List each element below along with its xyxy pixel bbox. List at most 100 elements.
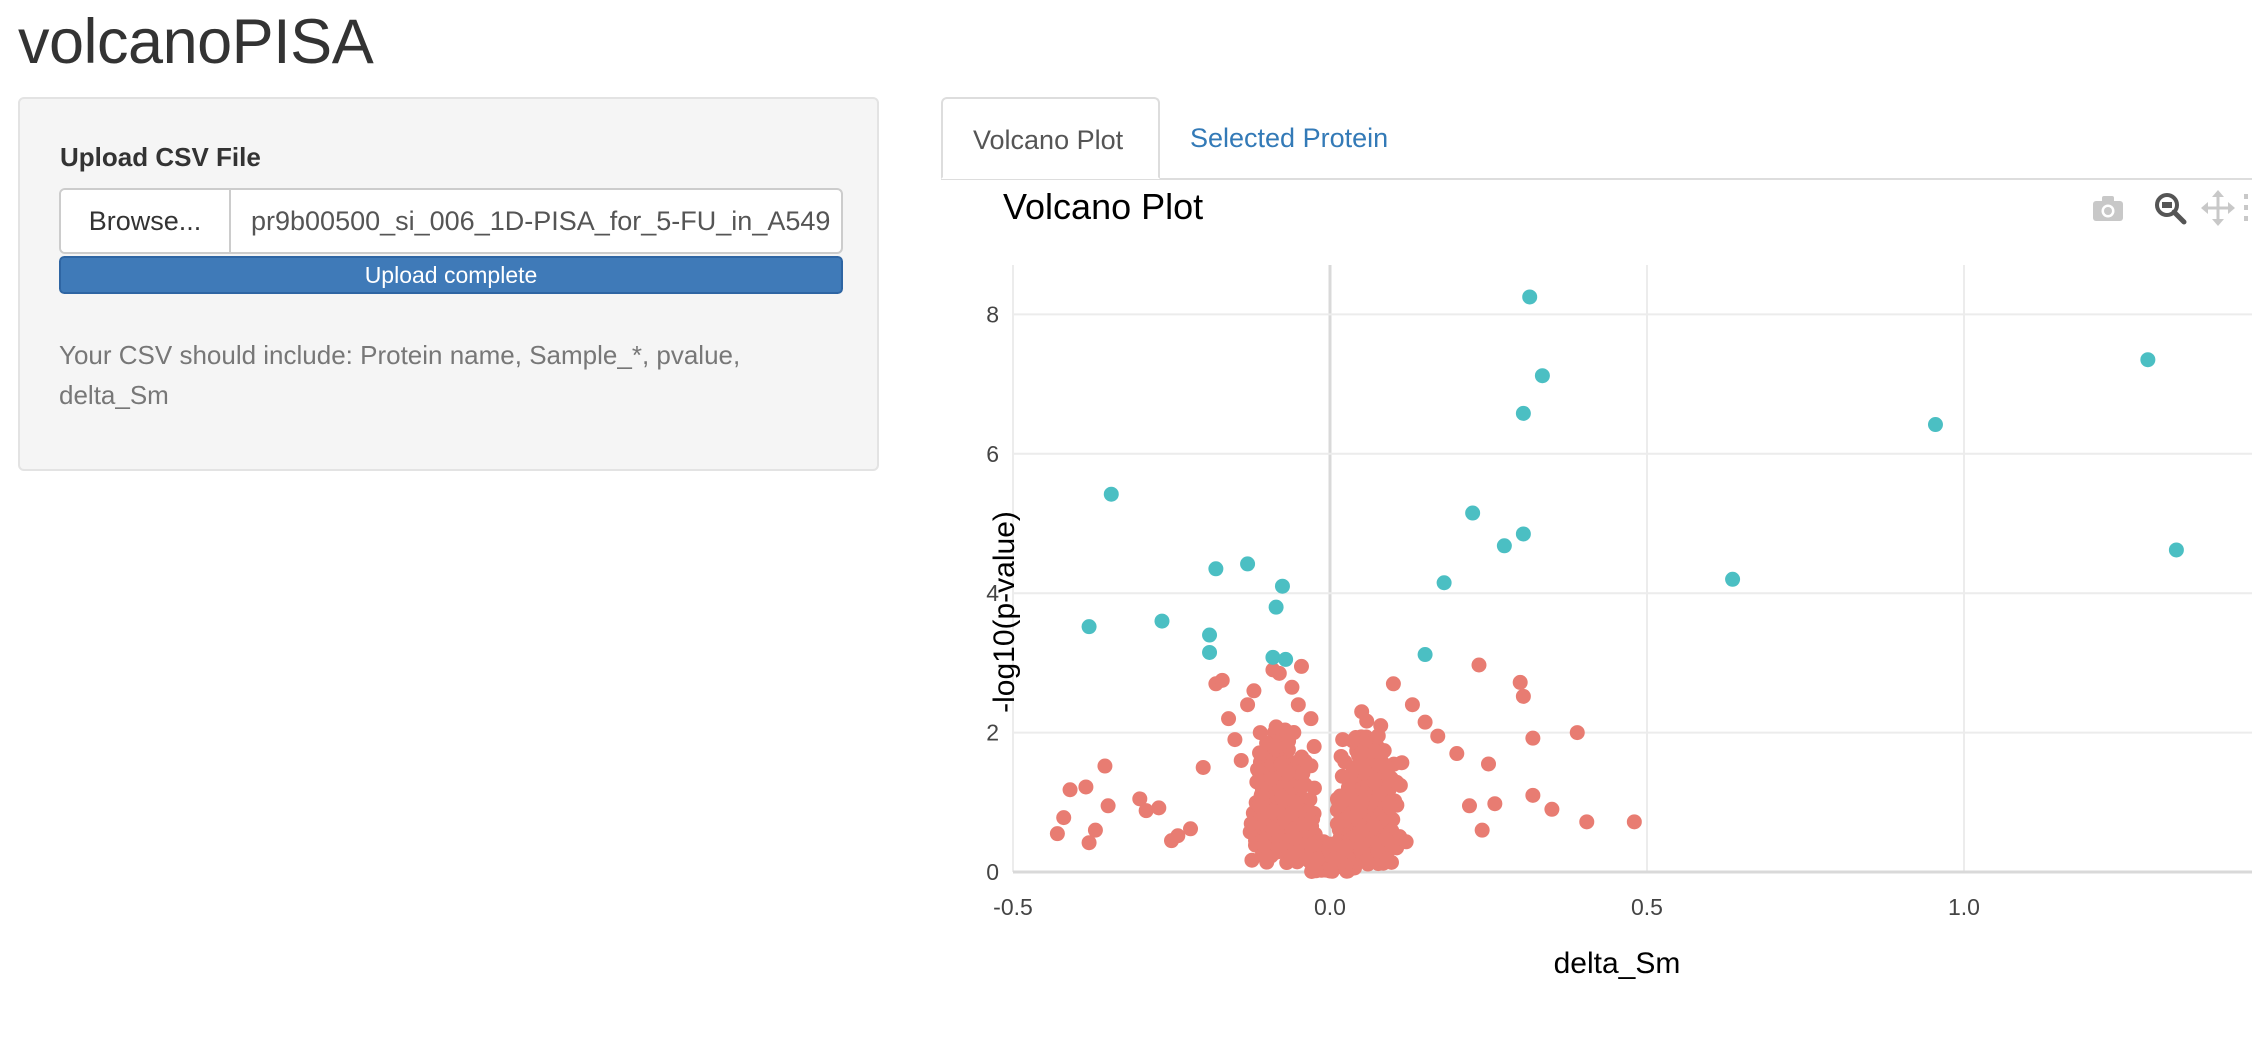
point-nonsignificant[interactable]: [1250, 761, 1266, 777]
point-significant[interactable]: [1496, 538, 1512, 554]
point-nonsignificant[interactable]: [1183, 821, 1199, 837]
point-nonsignificant[interactable]: [1062, 782, 1078, 798]
point-nonsignificant[interactable]: [1293, 658, 1309, 674]
point-significant[interactable]: [1274, 578, 1290, 594]
point-nonsignificant[interactable]: [1268, 719, 1284, 735]
point-significant[interactable]: [1208, 561, 1224, 577]
point-significant[interactable]: [1103, 486, 1119, 502]
point-nonsignificant[interactable]: [1081, 835, 1097, 851]
point-nonsignificant[interactable]: [1266, 740, 1282, 756]
point-nonsignificant[interactable]: [1389, 774, 1405, 790]
point-nonsignificant[interactable]: [1354, 704, 1370, 720]
point-nonsignificant[interactable]: [1354, 756, 1370, 772]
point-nonsignificant[interactable]: [1284, 806, 1300, 822]
point-nonsignificant[interactable]: [1338, 839, 1354, 855]
point-nonsignificant[interactable]: [1056, 810, 1072, 826]
point-nonsignificant[interactable]: [1170, 828, 1186, 844]
point-nonsignificant[interactable]: [1151, 800, 1167, 816]
point-significant[interactable]: [1417, 647, 1433, 663]
point-significant[interactable]: [1515, 526, 1531, 542]
point-nonsignificant[interactable]: [1449, 746, 1465, 762]
point-nonsignificant[interactable]: [1271, 665, 1287, 681]
point-nonsignificant[interactable]: [1246, 683, 1262, 699]
point-nonsignificant[interactable]: [1283, 848, 1299, 864]
point-nonsignificant[interactable]: [1354, 794, 1370, 810]
point-nonsignificant[interactable]: [1221, 711, 1237, 727]
point-nonsignificant[interactable]: [1569, 725, 1585, 741]
point-nonsignificant[interactable]: [1287, 830, 1303, 846]
point-nonsignificant[interactable]: [1379, 851, 1395, 867]
point-significant[interactable]: [1265, 649, 1281, 665]
point-nonsignificant[interactable]: [1334, 768, 1350, 784]
point-nonsignificant[interactable]: [1100, 798, 1116, 814]
point-nonsignificant[interactable]: [1385, 676, 1401, 692]
point-nonsignificant[interactable]: [1404, 697, 1420, 713]
point-nonsignificant[interactable]: [1326, 851, 1342, 867]
point-significant[interactable]: [1534, 368, 1550, 384]
point-nonsignificant[interactable]: [1342, 790, 1358, 806]
point-nonsignificant[interactable]: [1378, 831, 1394, 847]
point-nonsignificant[interactable]: [1352, 840, 1368, 856]
point-significant[interactable]: [1465, 505, 1481, 521]
point-significant[interactable]: [2168, 542, 2184, 558]
point-nonsignificant[interactable]: [1394, 755, 1410, 771]
point-nonsignificant[interactable]: [1252, 745, 1268, 761]
point-nonsignificant[interactable]: [1290, 697, 1306, 713]
point-nonsignificant[interactable]: [1474, 822, 1490, 838]
point-nonsignificant[interactable]: [1303, 711, 1319, 727]
file-input[interactable]: Browse... pr9b00500_si_006_1D-PISA_for_5…: [59, 188, 843, 254]
point-significant[interactable]: [1202, 644, 1218, 660]
browse-button[interactable]: Browse...: [61, 190, 231, 252]
point-nonsignificant[interactable]: [1353, 745, 1369, 761]
point-nonsignificant[interactable]: [1367, 743, 1383, 759]
point-nonsignificant[interactable]: [1512, 674, 1528, 690]
point-nonsignificant[interactable]: [1097, 758, 1113, 774]
point-nonsignificant[interactable]: [1251, 798, 1267, 814]
point-nonsignificant[interactable]: [1306, 739, 1322, 755]
point-nonsignificant[interactable]: [1471, 657, 1487, 673]
file-name-field[interactable]: pr9b00500_si_006_1D-PISA_for_5-FU_in_A54…: [251, 206, 831, 236]
point-nonsignificant[interactable]: [1295, 766, 1311, 782]
zoom-icon[interactable]: [2150, 188, 2190, 228]
point-significant[interactable]: [1725, 571, 1741, 587]
point-nonsignificant[interactable]: [1382, 800, 1398, 816]
point-nonsignificant[interactable]: [1329, 816, 1345, 832]
point-nonsignificant[interactable]: [1525, 787, 1541, 803]
point-nonsignificant[interactable]: [1354, 823, 1370, 839]
point-nonsignificant[interactable]: [1333, 748, 1349, 764]
point-nonsignificant[interactable]: [1306, 780, 1322, 796]
point-nonsignificant[interactable]: [1544, 801, 1560, 817]
camera-icon[interactable]: [2088, 188, 2128, 228]
point-nonsignificant[interactable]: [1280, 764, 1296, 780]
point-significant[interactable]: [1927, 417, 1943, 433]
point-significant[interactable]: [1436, 575, 1452, 591]
point-nonsignificant[interactable]: [1256, 838, 1272, 854]
point-nonsignificant[interactable]: [1227, 732, 1243, 748]
point-nonsignificant[interactable]: [1525, 730, 1541, 746]
point-significant[interactable]: [1202, 627, 1218, 643]
point-nonsignificant[interactable]: [1132, 791, 1148, 807]
point-nonsignificant[interactable]: [1335, 732, 1351, 748]
tab-volcano-plot[interactable]: Volcano Plot: [941, 97, 1160, 179]
point-nonsignificant[interactable]: [1265, 821, 1281, 837]
more-icon[interactable]: [2240, 188, 2252, 228]
point-nonsignificant[interactable]: [1417, 714, 1433, 730]
point-nonsignificant[interactable]: [1626, 814, 1642, 830]
point-significant[interactable]: [1278, 651, 1294, 667]
pan-icon[interactable]: [2200, 188, 2236, 228]
point-nonsignificant[interactable]: [1252, 725, 1268, 741]
point-nonsignificant[interactable]: [1515, 688, 1531, 704]
point-nonsignificant[interactable]: [1244, 852, 1260, 868]
point-significant[interactable]: [1081, 619, 1097, 635]
point-nonsignificant[interactable]: [1398, 834, 1414, 850]
point-nonsignificant[interactable]: [1138, 803, 1154, 819]
point-nonsignificant[interactable]: [1367, 774, 1383, 790]
point-nonsignificant[interactable]: [1281, 733, 1297, 749]
point-nonsignificant[interactable]: [1378, 759, 1394, 775]
point-nonsignificant[interactable]: [1309, 851, 1325, 867]
point-nonsignificant[interactable]: [1049, 826, 1065, 842]
point-nonsignificant[interactable]: [1373, 718, 1389, 734]
point-nonsignificant[interactable]: [1461, 798, 1477, 814]
point-nonsignificant[interactable]: [1430, 728, 1446, 744]
point-significant[interactable]: [1154, 613, 1170, 629]
